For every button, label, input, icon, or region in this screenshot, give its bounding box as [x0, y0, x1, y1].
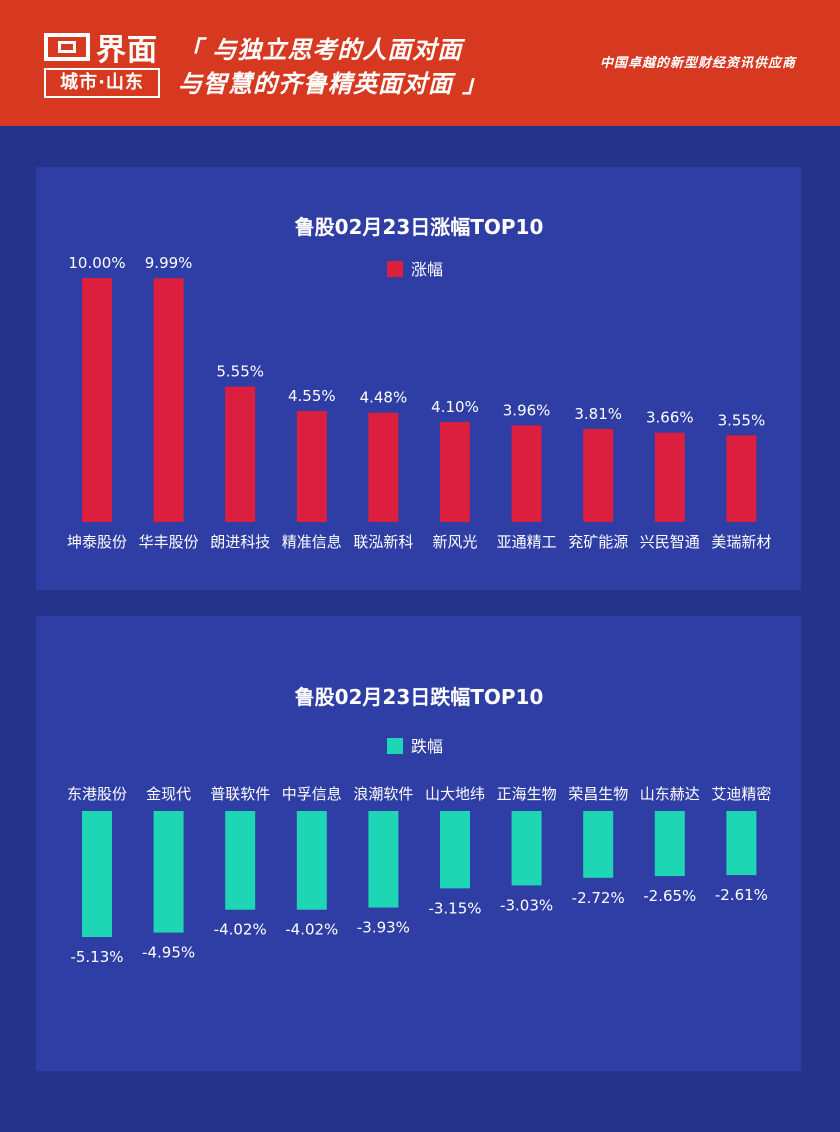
bar: [225, 386, 256, 522]
category-label: 东港股份: [67, 785, 127, 803]
data-label: -2.61%: [715, 886, 768, 904]
loss-chart-panel: 鲁股02月23日跌幅TOP10 跌幅 -5.13% 东港股份 -4.95% 金现代 -4.0…: [36, 616, 801, 1071]
data-label: -5.13%: [70, 948, 123, 966]
slogan-line-2: 与智慧的齐鲁精英面对面 」: [178, 70, 488, 98]
bar: [153, 811, 184, 933]
gain-chart-panel: 鲁股02月23日涨幅TOP10 涨幅 10.00% 坤泰股份 9.99% 华丰股份 5.55…: [36, 167, 801, 590]
bar: [654, 811, 685, 877]
bar: [296, 811, 327, 910]
bar: [440, 421, 470, 522]
category-label: 山大地纬: [425, 785, 485, 803]
bar: [726, 435, 757, 522]
data-label: -3.15%: [428, 899, 481, 917]
bar: [511, 425, 542, 522]
data-label: 10.00%: [68, 254, 125, 272]
chart-title: 鲁股02月23日跌幅TOP10: [295, 685, 544, 709]
bar: [440, 811, 470, 889]
category-label: 山东赫达: [640, 785, 700, 803]
category-label: 正海生物: [497, 785, 557, 803]
data-label: -3.93%: [357, 919, 410, 937]
category-label: 新风光: [432, 533, 477, 551]
loss-chart: 鲁股02月23日跌幅TOP10 跌幅 -5.13% 东港股份 -4.95% 金现代 -4.0…: [67, 685, 771, 966]
data-label: -2.72%: [572, 889, 625, 907]
category-label: 荣昌生物: [568, 785, 628, 803]
category-label: 艾迪精密: [711, 785, 771, 803]
data-label: 3.55%: [718, 411, 766, 429]
data-label: -2.65%: [643, 887, 696, 905]
category-label: 朗进科技: [210, 533, 270, 551]
data-label: 4.10%: [431, 398, 479, 416]
data-label: 4.48%: [360, 389, 408, 407]
data-label: 9.99%: [145, 254, 193, 272]
logo-subtitle: 城市·山东: [44, 68, 160, 98]
category-label: 美瑞新材: [711, 533, 771, 551]
slogan-line-1: 「 与独立思考的人面对面: [178, 36, 463, 64]
category-label: 金现代: [146, 785, 191, 803]
category-label: 中孚信息: [282, 785, 342, 803]
category-label: 联泓新科: [353, 533, 413, 551]
category-label: 浪潮软件: [353, 785, 413, 803]
bar: [225, 811, 256, 910]
bar: [82, 278, 112, 522]
logo-name: 界面: [96, 33, 158, 68]
category-label: 华丰股份: [139, 533, 199, 551]
bar: [726, 811, 757, 876]
bar: [296, 410, 327, 522]
bar: [153, 278, 184, 522]
data-label: 3.81%: [574, 405, 622, 423]
legend-label: 跌幅: [411, 737, 443, 756]
bar: [654, 432, 685, 522]
legend-swatch: [387, 261, 403, 277]
data-label: -4.02%: [214, 921, 267, 939]
data-label: 4.55%: [288, 387, 336, 405]
tagline: 中国卓越的新型财经资讯供应商: [599, 56, 796, 71]
category-label: 兴民智通: [640, 533, 700, 551]
header-banner: 界面 城市·山东 「 与独立思考的人面对面 与智慧的齐鲁精英面对面 」 中国卓越…: [0, 0, 840, 126]
bar: [368, 811, 399, 908]
data-label: -4.95%: [142, 944, 195, 962]
chart-title: 鲁股02月23日涨幅TOP10: [295, 215, 544, 239]
category-label: 亚通精工: [497, 533, 557, 551]
category-label: 兖矿能源: [568, 533, 628, 551]
category-label: 精准信息: [282, 533, 342, 551]
bar: [583, 429, 614, 522]
data-label: -4.02%: [285, 921, 338, 939]
gain-chart: 鲁股02月23日涨幅TOP10 涨幅 10.00% 坤泰股份 9.99% 华丰股份 5.55…: [67, 215, 771, 551]
category-label: 坤泰股份: [67, 533, 127, 551]
legend-swatch: [387, 738, 403, 754]
data-label: 3.96%: [503, 401, 551, 419]
legend-label: 涨幅: [411, 260, 443, 279]
category-label: 普联软件: [210, 785, 270, 803]
logo-icon: [44, 33, 90, 61]
data-label: 3.66%: [646, 409, 694, 427]
bar: [82, 811, 112, 937]
bar: [368, 412, 399, 522]
bar: [511, 811, 542, 886]
data-label: -3.03%: [500, 896, 553, 914]
bar: [583, 811, 614, 878]
brand-logo: 界面: [44, 30, 158, 68]
data-label: 5.55%: [216, 363, 264, 381]
